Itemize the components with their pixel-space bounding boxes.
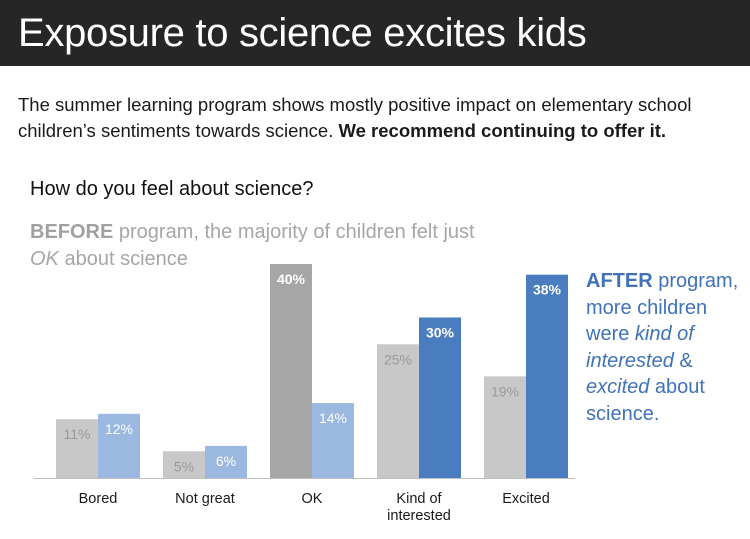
subtitle-text: The summer learning program shows mostly…: [18, 94, 692, 141]
bar-after-bored: [98, 413, 140, 478]
bar-before-not-great: [163, 451, 205, 478]
after-annotation: AFTER program, more children were kind o…: [586, 268, 746, 427]
category-label-kind-of-interested: Kind of: [396, 491, 442, 507]
category-label-bored: Bored: [79, 491, 118, 507]
value-label-before-bored: 11%: [64, 426, 91, 442]
value-label-after-ok: 14%: [319, 410, 347, 426]
after-label: AFTER: [586, 270, 653, 292]
value-label-before-ok: 40%: [277, 271, 306, 287]
bar-before-ok: [270, 264, 312, 478]
bar-after-excited: [526, 274, 568, 478]
value-label-after-bored: 12%: [105, 421, 133, 437]
bar-after-kind-of-interested: [419, 317, 461, 478]
value-label-after-excited: 38%: [533, 282, 562, 298]
subtitle: The summer learning program shows mostly…: [18, 92, 743, 144]
bar-after-not-great: [205, 445, 247, 478]
before-emphasis: OK: [30, 248, 59, 270]
category-label-kind-of-interested-line2: interested: [387, 508, 451, 524]
after-text-2: &: [673, 349, 693, 372]
bar-after-ok: [312, 403, 354, 478]
title-bar: Exposure to science excites kids: [0, 0, 750, 66]
bar-before-excited: [484, 376, 526, 478]
category-label-excited: Excited: [502, 491, 550, 507]
after-emphasis-2: excited: [586, 376, 650, 398]
value-label-before-excited: 19%: [491, 383, 519, 399]
bar-before-kind-of-interested: [377, 344, 419, 478]
before-annotation: BEFORE program, the majority of children…: [30, 219, 500, 273]
after-text-1: program, more children were: [586, 270, 739, 345]
after-emphasis-1: kind of interested: [586, 323, 694, 372]
value-label-before-kind-of-interested: 25%: [384, 351, 412, 367]
subtitle-emphasis: We recommend continuing to offer it.: [338, 120, 667, 141]
bar-before-bored: [56, 419, 98, 478]
value-label-after-kind-of-interested: 30%: [426, 325, 455, 341]
chart-title: How do you feel about science?: [30, 178, 314, 200]
category-label-ok: OK: [302, 491, 323, 507]
before-text: program, the majority of children felt j…: [113, 221, 475, 243]
before-end-text: about science: [58, 248, 188, 270]
category-label-not-great: Not great: [175, 491, 235, 507]
value-label-before-not-great: 5%: [174, 458, 194, 474]
before-label: BEFORE: [30, 221, 114, 243]
after-text-3: about science.: [586, 376, 705, 425]
value-label-after-not-great: 6%: [216, 453, 236, 469]
page-title: Exposure to science excites kids: [18, 11, 587, 55]
